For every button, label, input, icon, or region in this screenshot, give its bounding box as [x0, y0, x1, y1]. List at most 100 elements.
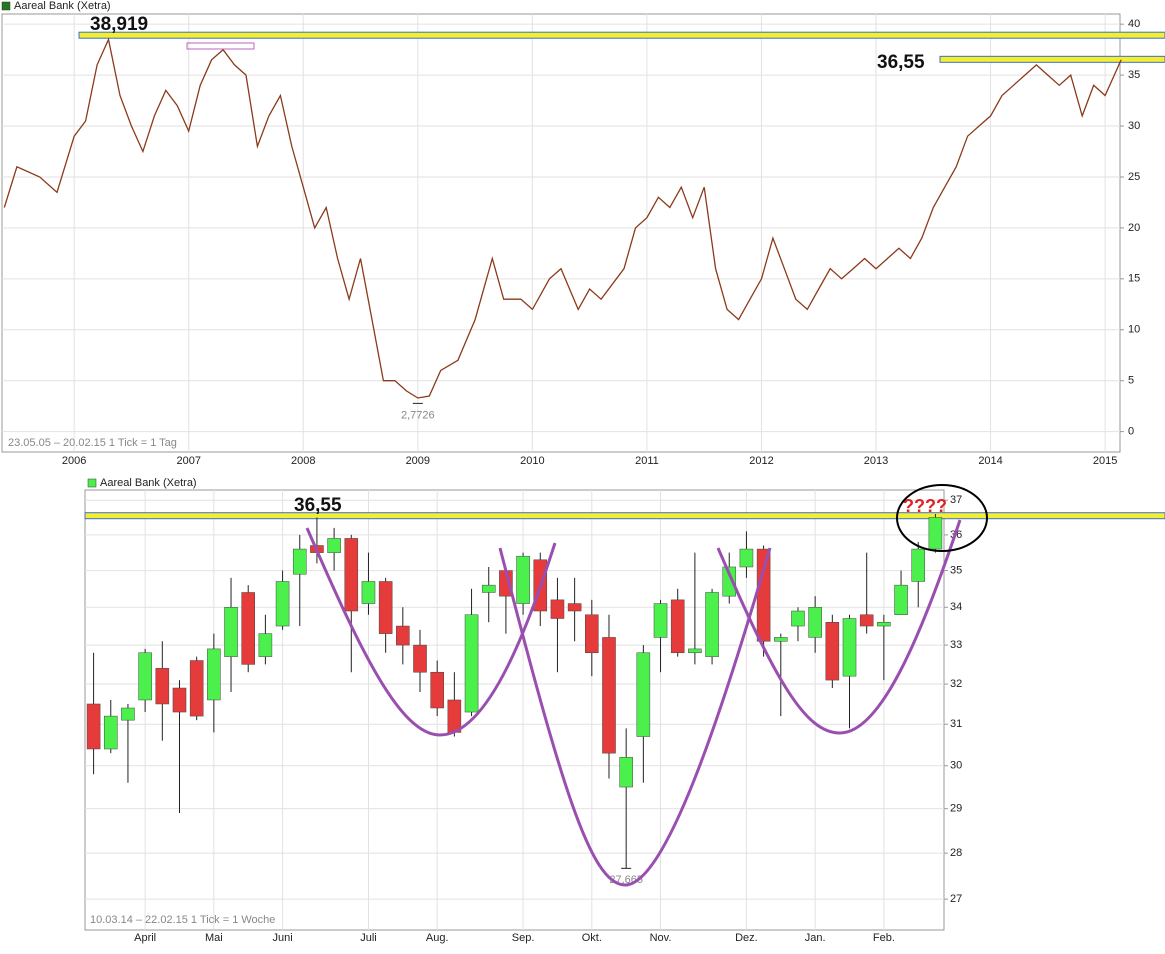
- x-tick-label: Aug.: [426, 932, 449, 944]
- candle-body: [189, 660, 204, 717]
- candle-body: [344, 538, 359, 612]
- highlight-circle: [896, 484, 988, 552]
- x-tick-label: 2006: [62, 455, 86, 467]
- candle-body: [396, 625, 410, 646]
- candle-body: [464, 614, 479, 713]
- candle-body: [378, 581, 393, 634]
- candle-body: [877, 622, 891, 627]
- y-tick-label: 31: [950, 718, 962, 730]
- candle-body: [172, 687, 187, 713]
- y-tick-label: 34: [950, 601, 962, 613]
- candle-body: [670, 599, 685, 654]
- candle-body: [241, 592, 255, 665]
- y-tick-label: 20: [1128, 222, 1140, 234]
- candle-body: [808, 607, 822, 638]
- x-tick-label: 2011: [635, 455, 659, 467]
- candle-body: [653, 603, 668, 638]
- candle-body: [859, 614, 874, 627]
- candle-body: [722, 566, 737, 597]
- y-tick-label: 28: [950, 847, 962, 859]
- x-tick-label: Nov.: [650, 932, 672, 944]
- candle-body: [928, 517, 943, 550]
- y-tick-label: 40: [1128, 18, 1140, 30]
- y-tick-label: 35: [950, 564, 962, 576]
- candle-body: [430, 671, 444, 709]
- candle-body: [825, 622, 840, 681]
- candle-body: [361, 581, 376, 604]
- legend-label: Aareal Bank (Xetra): [14, 0, 111, 12]
- y-tick-label: 30: [950, 760, 962, 772]
- head-curve: [498, 547, 772, 887]
- candle-body: [258, 633, 273, 657]
- shoulder-curve: [305, 527, 557, 737]
- x-tick-label: April: [134, 932, 156, 944]
- x-tick-label: Juni: [272, 932, 292, 944]
- level-line: [78, 31, 1165, 39]
- candle-body: [516, 555, 530, 604]
- legend-swatch: [1, 1, 11, 11]
- y-tick-label: 27: [950, 893, 962, 905]
- legend-swatch: [87, 478, 97, 488]
- y-tick-label: 33: [950, 639, 962, 651]
- footer: 23.05.05 – 20.02.15 1 Tick = 1 Tag: [8, 437, 177, 449]
- y-tick-label: 29: [950, 803, 962, 815]
- x-tick-label: Okt.: [582, 932, 602, 944]
- marker-box: [186, 42, 255, 50]
- level-label: 36,55: [877, 52, 925, 73]
- legend-label: Aareal Bank (Xetra): [100, 477, 197, 489]
- candle-body: [103, 715, 118, 750]
- candle-body: [894, 584, 908, 616]
- candle-body: [224, 607, 238, 657]
- candle-body: [619, 757, 633, 788]
- candle-body: [86, 703, 101, 750]
- y-tick-label: 30: [1128, 120, 1140, 132]
- annotation: ????: [903, 496, 947, 516]
- x-tick-label: 2009: [406, 455, 430, 467]
- y-tick-label: 32: [950, 678, 962, 690]
- y-tick-label: 35: [1128, 69, 1140, 81]
- candle-body: [911, 548, 926, 582]
- x-tick-label: Mai: [205, 932, 223, 944]
- drawings: [186, 42, 988, 887]
- x-tick-label: 2015: [1093, 455, 1117, 467]
- level-label: 36,55: [294, 495, 342, 516]
- x-tick-label: 2012: [749, 455, 773, 467]
- x-tick-label: Sep.: [512, 932, 535, 944]
- candle-body: [550, 599, 565, 619]
- chart: 0 5 10 15 20 25 30 35 40 2006 2007 2008 2009 2010 2011…: [1, 0, 1165, 467]
- candle-body: [138, 652, 152, 701]
- candle-body: [275, 581, 290, 627]
- level-label: 38,919: [90, 14, 148, 35]
- low-label: 2,7726: [401, 409, 435, 421]
- price-line: [3, 37, 1122, 399]
- level-line: [84, 512, 1165, 520]
- footer: 10.03.14 – 22.02.15 1 Tick = 1 Woche: [90, 914, 275, 926]
- x-tick-label: 2007: [176, 455, 200, 467]
- x-tick-label: 2008: [291, 455, 315, 467]
- candle-body: [155, 668, 170, 705]
- x-tick-label: Jan.: [805, 932, 826, 944]
- candle-body: [791, 610, 805, 627]
- candle-body: [292, 548, 307, 575]
- level-line: [939, 55, 1165, 63]
- x-tick-label: 2010: [520, 455, 544, 467]
- candle-body: [688, 648, 702, 654]
- candle-body: [481, 584, 496, 593]
- candle-body: [585, 614, 599, 654]
- candle-body: [327, 538, 341, 553]
- y-tick-label: 10: [1128, 324, 1140, 336]
- y-tick-label: 0: [1128, 426, 1134, 438]
- y-tick-label: 25: [1128, 171, 1140, 183]
- candle-body: [705, 592, 719, 657]
- x-tick-label: Dez.: [735, 932, 758, 944]
- candle-body: [774, 637, 788, 642]
- candle-body: [636, 652, 651, 737]
- candle-body: [739, 548, 754, 568]
- candle-body: [602, 637, 616, 754]
- plot-area: [1, 13, 1121, 453]
- y-tick-label: 15: [1128, 273, 1140, 285]
- x-tick-label: Feb.: [873, 932, 895, 944]
- candle-body: [413, 644, 427, 673]
